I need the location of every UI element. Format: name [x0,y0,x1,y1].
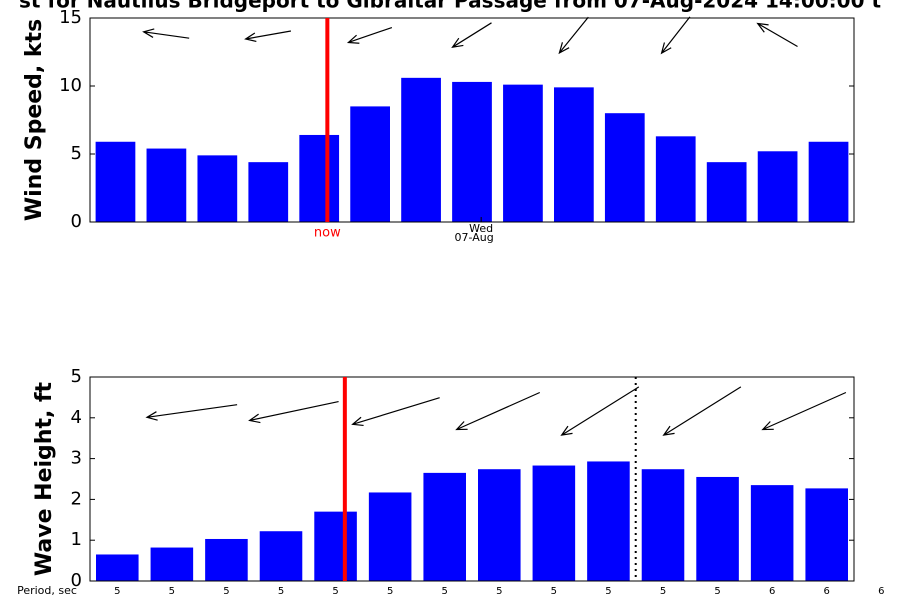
direction-arrow [455,391,541,431]
bar [554,87,594,222]
plot-frame [89,17,855,223]
period-value: 5 [387,586,393,597]
period-value: 6 [824,586,830,597]
y-tick-label: 15 [59,7,82,28]
bar [197,155,238,222]
period-value: 5 [169,586,175,597]
bar [696,476,739,581]
direction-arrow [351,397,440,427]
direction-arrow [558,16,589,55]
y-tick-label: 5 [71,366,82,387]
bar [503,84,543,222]
period-value: 5 [332,586,338,597]
bar [423,472,466,581]
direction-arrow [662,386,742,436]
bar [350,106,390,222]
y-tick-label: 0 [71,570,82,591]
now-label: now [314,226,341,241]
y-tick-label: 3 [71,448,82,469]
bar [401,77,441,222]
bar [478,469,521,581]
bar [805,488,848,581]
direction-arrow [660,16,691,55]
period-value: 5 [551,586,557,597]
period-value: 5 [278,586,284,597]
y-axis-label: Wave Height, ft [32,381,57,576]
direction-arrow [145,404,238,421]
bar [808,141,849,222]
direction-arrow [244,30,292,43]
bar [452,81,492,222]
direction-arrow [756,22,798,48]
direction-arrow [346,26,393,44]
chart-title: st for Nautilus Bridgeport to Gibraltar … [19,0,882,13]
period-value: 5 [223,586,229,597]
period-value: 5 [660,586,666,597]
period-label: Period, sec [17,584,77,597]
bar [96,554,139,581]
bar [150,547,194,581]
bar [368,492,412,581]
bar [146,148,187,222]
period-value: 5 [714,586,720,597]
plot-frame [89,376,855,582]
bar [248,162,289,222]
y-tick-label: 1 [71,529,82,550]
x-tick-label: Wed [469,222,493,235]
y-tick-label: 5 [71,143,82,164]
period-value: 6 [878,586,884,597]
period-value: 5 [496,586,502,597]
bar [641,469,685,581]
y-tick-label: 10 [59,75,82,96]
bar [532,465,576,581]
bar [757,151,798,222]
bar [706,162,747,222]
direction-arrow [560,386,640,436]
bar [604,113,645,222]
y-tick-label: 4 [71,407,82,428]
bar [95,141,136,222]
bar [299,134,340,222]
period-value: 5 [442,586,448,597]
bar [655,136,696,222]
direction-arrow [142,28,190,39]
y-tick-label: 0 [71,211,82,232]
bar [750,485,794,581]
period-value: 6 [769,586,775,597]
bar [205,538,248,581]
bar [259,531,303,581]
y-axis-label: Wind Speed, kts [22,19,47,221]
direction-arrow [761,391,847,431]
y-tick-label: 2 [71,488,82,509]
bar [587,461,630,581]
period-value: 5 [114,586,120,597]
bar [314,511,357,581]
period-value: 5 [605,586,611,597]
direction-arrow [248,400,339,424]
x-tick-label: 07-Aug [455,231,494,244]
direction-arrow [451,22,492,49]
